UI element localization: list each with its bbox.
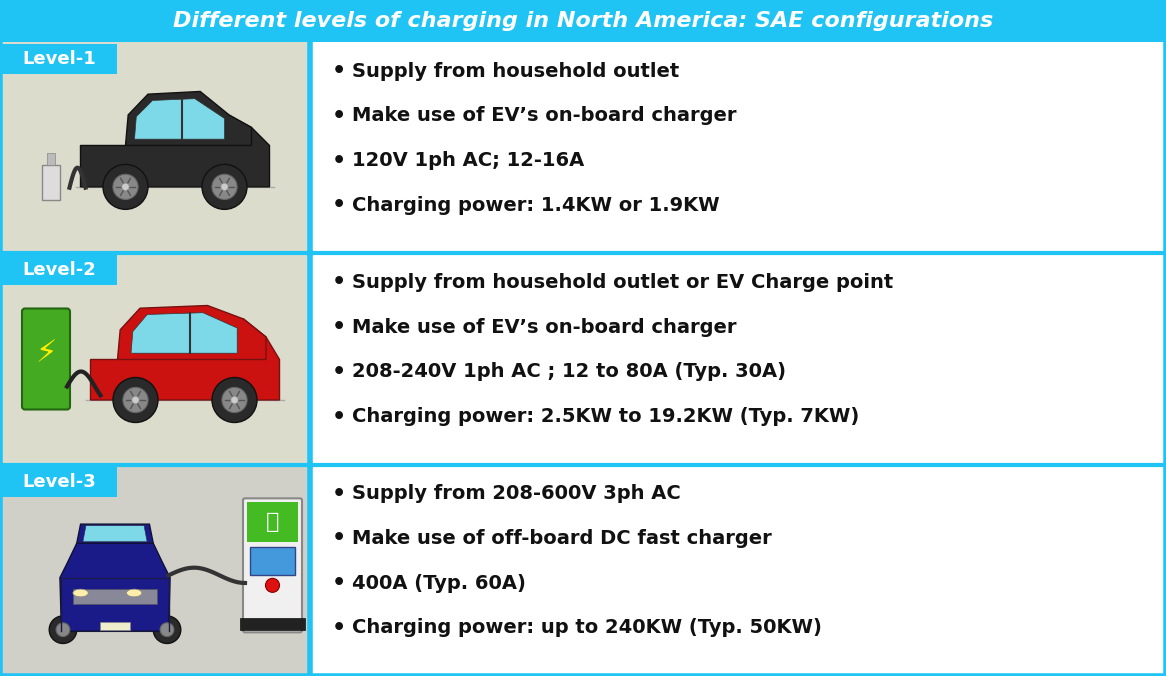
Bar — [100, 622, 131, 630]
Bar — [73, 589, 157, 604]
Bar — [47, 153, 55, 165]
Circle shape — [160, 623, 174, 637]
Text: Make use of EV’s on-board charger: Make use of EV’s on-board charger — [352, 318, 737, 337]
Bar — [0, 254, 310, 464]
Ellipse shape — [73, 589, 89, 597]
Text: •: • — [332, 407, 346, 427]
Text: 208-240V 1ph AC ; 12 to 80A (Typ. 30A): 208-240V 1ph AC ; 12 to 80A (Typ. 30A) — [352, 362, 786, 381]
Polygon shape — [126, 91, 252, 145]
Bar — [310, 42, 1166, 254]
Bar — [247, 502, 298, 542]
Polygon shape — [118, 306, 266, 360]
Circle shape — [49, 616, 77, 644]
Polygon shape — [77, 524, 153, 544]
Text: Supply from household outlet: Supply from household outlet — [352, 62, 680, 80]
FancyBboxPatch shape — [243, 498, 302, 632]
Bar — [0, 42, 310, 254]
Circle shape — [222, 387, 247, 412]
Text: Level-3: Level-3 — [22, 473, 97, 491]
Text: Charging power: 2.5KW to 19.2KW (Typ. 7KW): Charging power: 2.5KW to 19.2KW (Typ. 7K… — [352, 407, 859, 426]
Text: •: • — [332, 362, 346, 382]
Bar — [240, 619, 305, 630]
Circle shape — [56, 623, 70, 637]
Text: •: • — [332, 529, 346, 548]
Circle shape — [202, 164, 247, 210]
Circle shape — [132, 396, 139, 404]
Text: Level-1: Level-1 — [22, 50, 97, 68]
Ellipse shape — [126, 589, 142, 597]
Bar — [42, 165, 59, 199]
Polygon shape — [59, 544, 170, 631]
Text: Charging power: up to 240KW (Typ. 50KW): Charging power: up to 240KW (Typ. 50KW) — [352, 619, 822, 637]
Bar — [0, 0, 1166, 42]
Polygon shape — [131, 313, 237, 353]
Circle shape — [122, 183, 129, 191]
Text: •: • — [332, 106, 346, 126]
Polygon shape — [91, 319, 280, 400]
Bar — [2, 44, 117, 74]
Text: •: • — [332, 272, 346, 293]
Text: •: • — [332, 151, 346, 170]
Circle shape — [113, 377, 159, 422]
Bar — [310, 464, 1166, 676]
Text: 400A (Typ. 60A): 400A (Typ. 60A) — [352, 574, 526, 593]
Text: ⚡: ⚡ — [35, 339, 57, 368]
Bar — [310, 254, 1166, 464]
Text: Make use of EV’s on-board charger: Make use of EV’s on-board charger — [352, 106, 737, 125]
Text: Charging power: 1.4KW or 1.9KW: Charging power: 1.4KW or 1.9KW — [352, 196, 719, 215]
Text: •: • — [332, 484, 346, 504]
Text: •: • — [332, 195, 346, 215]
Text: •: • — [332, 573, 346, 594]
Text: Different levels of charging in North America: SAE configurations: Different levels of charging in North Am… — [173, 11, 993, 31]
Circle shape — [231, 396, 238, 404]
Text: •: • — [332, 61, 346, 81]
Text: ⏻: ⏻ — [266, 512, 279, 532]
Bar — [250, 548, 295, 575]
Bar — [0, 464, 310, 676]
Circle shape — [212, 377, 257, 422]
Text: •: • — [332, 618, 346, 638]
Circle shape — [113, 174, 138, 199]
FancyBboxPatch shape — [22, 308, 70, 410]
Polygon shape — [134, 99, 225, 139]
Bar — [2, 466, 117, 497]
Circle shape — [122, 387, 148, 412]
Circle shape — [266, 579, 280, 592]
Text: Supply from 208-600V 3ph AC: Supply from 208-600V 3ph AC — [352, 484, 681, 503]
Circle shape — [103, 164, 148, 210]
Polygon shape — [83, 526, 147, 541]
Circle shape — [220, 183, 229, 191]
Text: •: • — [332, 317, 346, 337]
Text: Supply from household outlet or EV Charge point: Supply from household outlet or EV Charg… — [352, 273, 893, 292]
Bar — [2, 256, 117, 285]
Bar — [0, 464, 310, 676]
Text: Level-2: Level-2 — [22, 262, 97, 279]
Text: Make use of off-board DC fast charger: Make use of off-board DC fast charger — [352, 529, 772, 548]
Circle shape — [212, 174, 237, 199]
Circle shape — [153, 616, 181, 644]
Polygon shape — [80, 103, 269, 187]
Text: 120V 1ph AC; 12-16A: 120V 1ph AC; 12-16A — [352, 151, 584, 170]
